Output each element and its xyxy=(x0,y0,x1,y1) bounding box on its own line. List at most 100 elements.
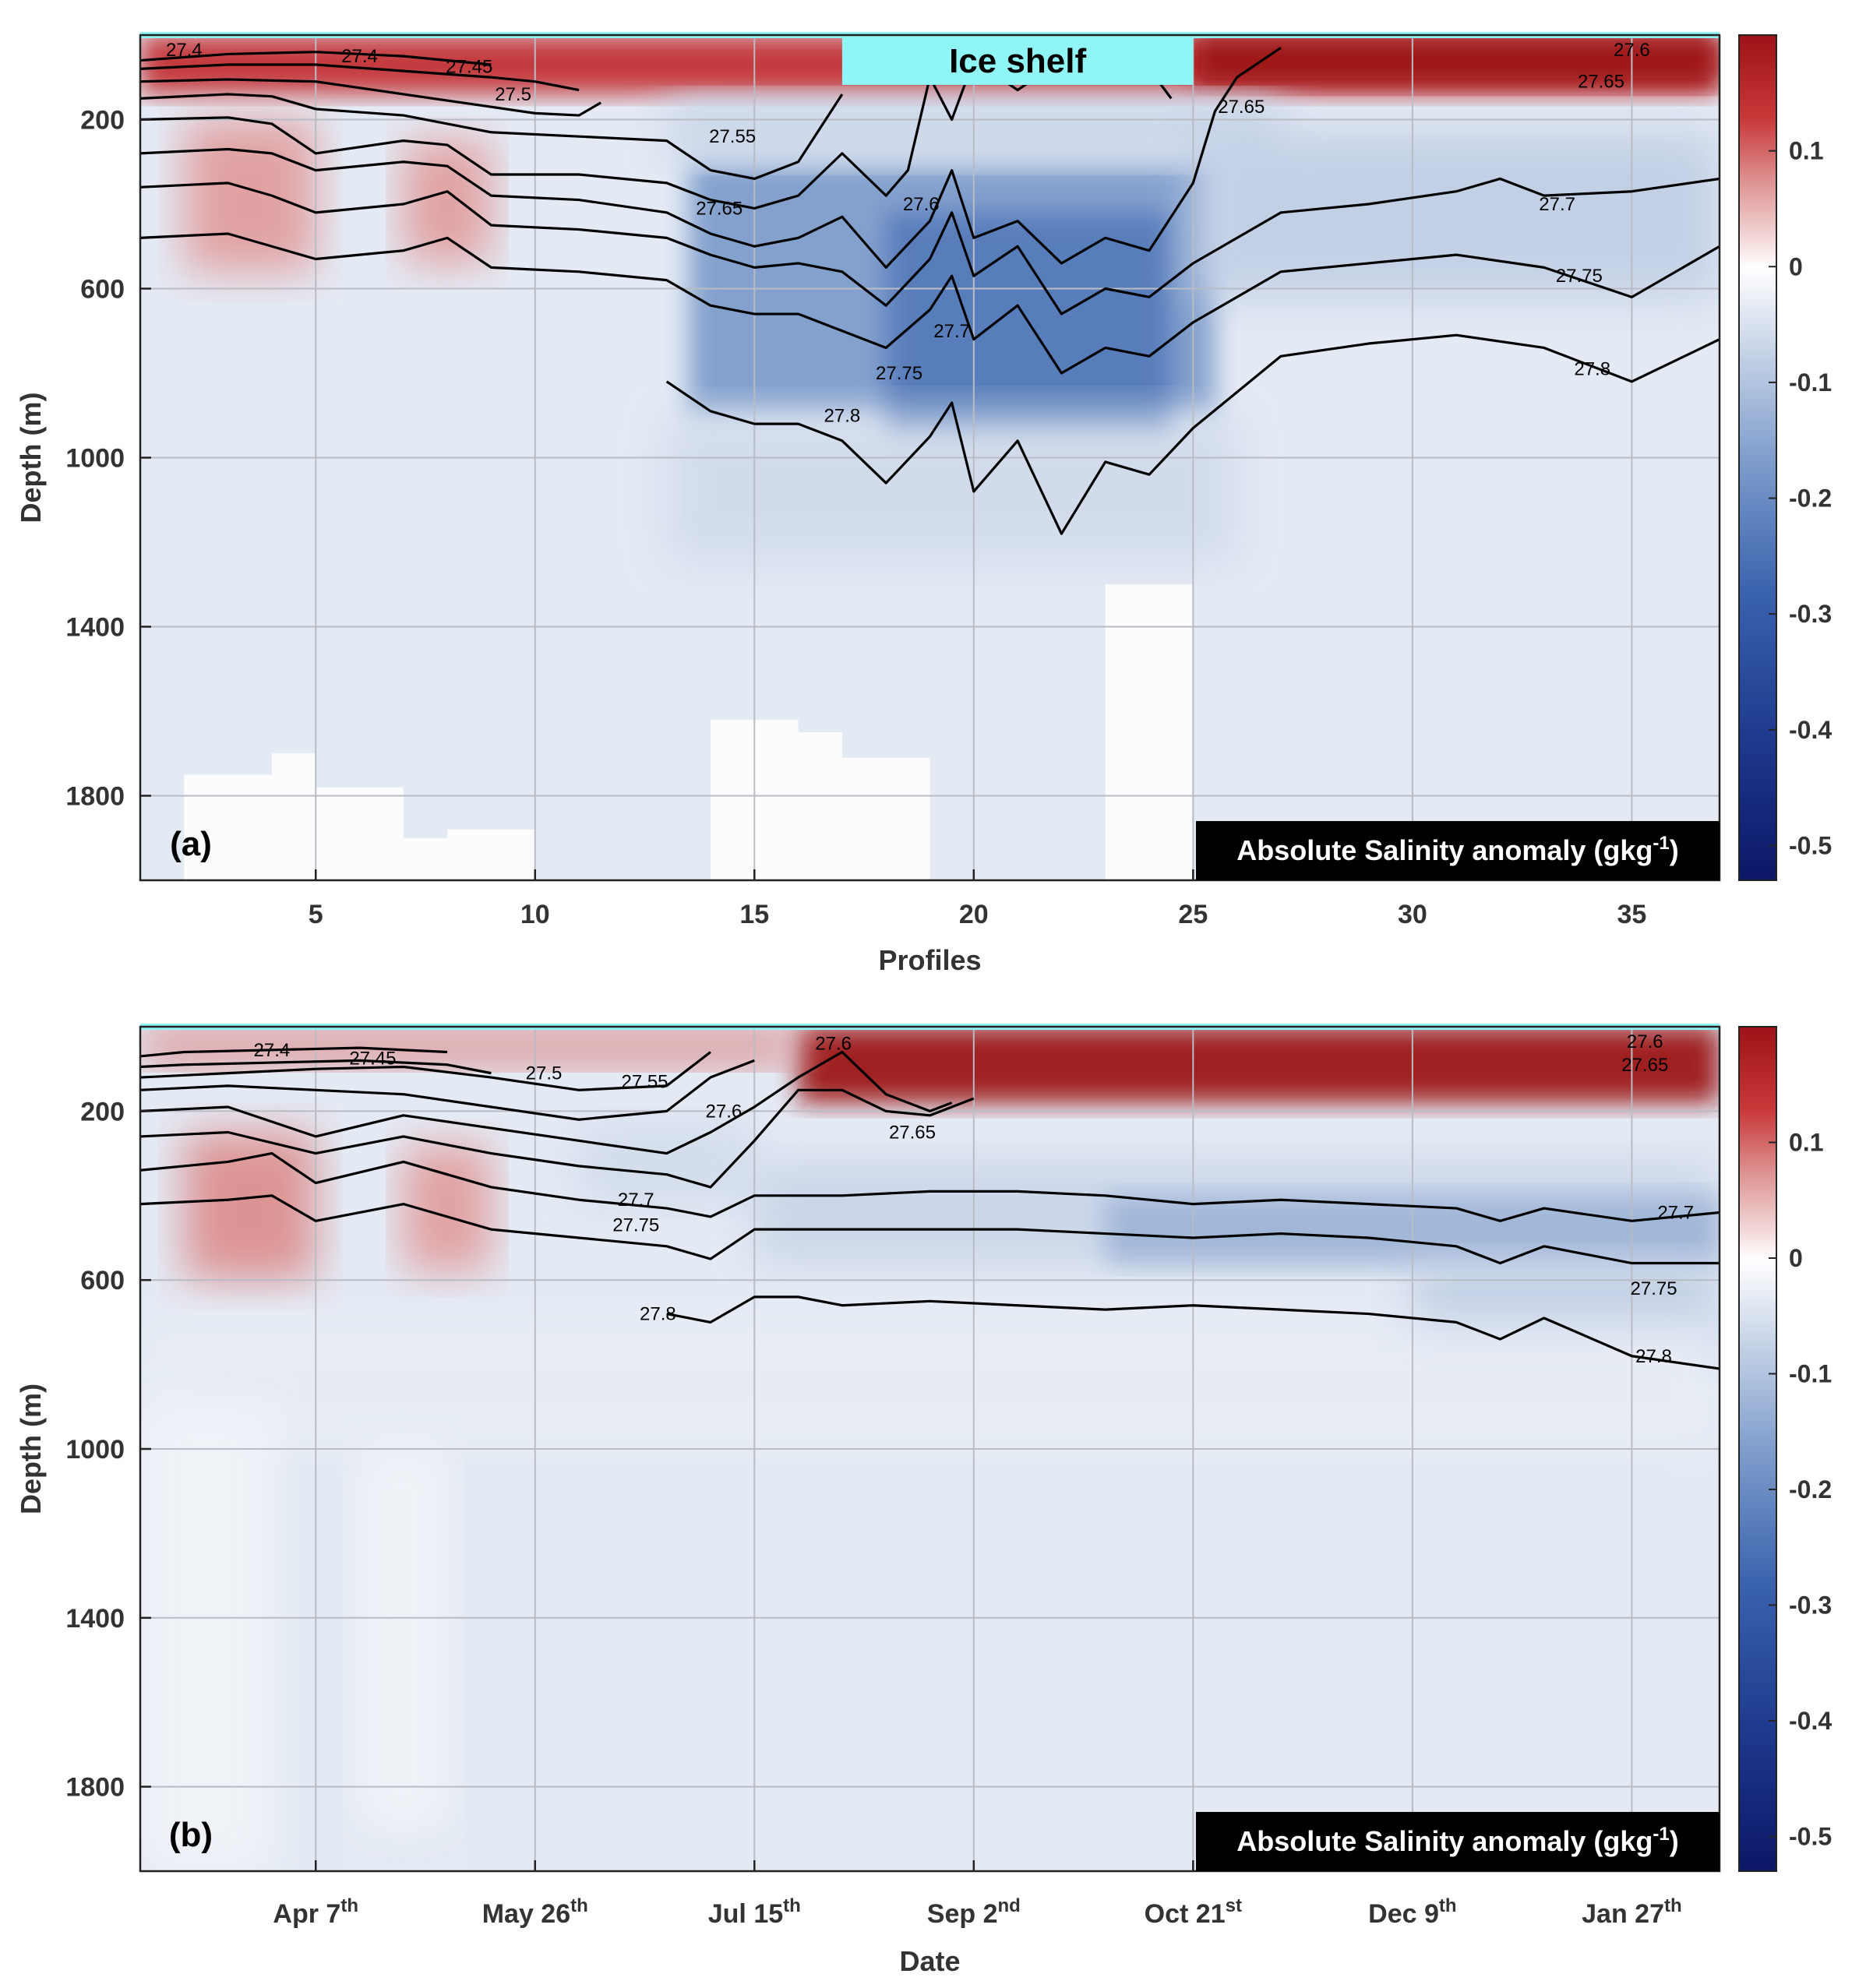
contour-label: 27.65 xyxy=(1218,97,1265,118)
contour-line-27-55 xyxy=(140,93,844,181)
colorbar-tick-label: -0.5 xyxy=(1789,831,1832,859)
contour-label: 27.6 xyxy=(1614,40,1650,61)
contour-label: 27.8 xyxy=(640,1304,676,1325)
y-tick-label: 1000 xyxy=(65,1435,125,1465)
anomaly-patch xyxy=(1193,132,1720,298)
x-tick-sup: nd xyxy=(998,1895,1021,1916)
x-tick-label: May 26th xyxy=(482,1895,588,1929)
contour-label: 27.65 xyxy=(1621,1055,1668,1076)
x-tick-label: 25 xyxy=(1178,900,1208,929)
y-tick-label: 1400 xyxy=(65,613,125,643)
colorbar-tick-label: 0 xyxy=(1789,252,1803,280)
contour-labels: 27.4 27.45 27.5 27.55 27.6 27.6 27.65 27.7 27.75… xyxy=(254,1031,1694,1367)
anomaly-patch xyxy=(140,1322,1720,1449)
x-tick-label: 30 xyxy=(1398,900,1427,929)
x-tick-label: Apr 7th xyxy=(273,1895,358,1929)
anomaly-patch xyxy=(798,1027,1720,1103)
y-tick-label: 600 xyxy=(80,275,125,305)
contour-line-27-65 xyxy=(140,1088,975,1189)
contour-label: 27.65 xyxy=(1578,72,1624,93)
contour-label: 27.75 xyxy=(1631,1278,1677,1299)
contour-line-27-5 xyxy=(140,78,602,117)
x-axis-label: Date xyxy=(899,1945,960,1977)
colorbar-tick-label: -0.1 xyxy=(1789,368,1832,397)
contour-label: 27.7 xyxy=(618,1190,654,1211)
no-data-region xyxy=(184,774,272,880)
colorbar-tick-label: -0.2 xyxy=(1789,485,1832,513)
anomaly-patch xyxy=(140,1406,272,1871)
colorbar-tick-label: -0.2 xyxy=(1789,1475,1832,1503)
colorbar-title-main: Absolute Salinity anomaly (gkg xyxy=(1236,834,1653,866)
anomaly-patch xyxy=(579,1123,755,1204)
contour-line-27-7 xyxy=(140,1151,1720,1222)
x-tick-sup: th xyxy=(1664,1895,1682,1916)
contour-line-27-45 xyxy=(140,63,580,92)
x-tick-label: 10 xyxy=(520,900,550,929)
panel-label: (a) xyxy=(170,825,212,863)
contour-line-27-8 xyxy=(665,333,1720,535)
colorbar-title-box xyxy=(1196,821,1720,880)
contour-label: 27.6 xyxy=(1627,1031,1663,1052)
anomaly-patch xyxy=(403,140,492,263)
colorbar-tick-labels: 0.1 0 -0.1 -0.2 -0.3 -0.4 -0.5 xyxy=(1789,1128,1832,1850)
contour-label: 27.8 xyxy=(1574,359,1610,380)
y-tick-label: 200 xyxy=(80,1097,125,1126)
x-tick-sup: th xyxy=(783,1895,801,1916)
y-tick-label: 1000 xyxy=(65,444,125,474)
contour-label: 27.4 xyxy=(341,46,378,67)
x-tick-main: Apr 7 xyxy=(273,1899,340,1929)
colorbar-tick-label: -0.3 xyxy=(1789,600,1832,628)
contour-label: 27.45 xyxy=(446,57,492,78)
contour-line-27-75 xyxy=(140,232,1720,375)
x-tick-label: Jan 27th xyxy=(1582,1895,1682,1929)
contour-label: 27.7 xyxy=(1539,194,1575,215)
contour-label: 27.4 xyxy=(254,1040,291,1061)
contour-line-27-4 xyxy=(140,51,492,66)
anomaly-patch xyxy=(359,1449,448,1829)
contour-label: 27.55 xyxy=(709,126,756,147)
anomaly-patch xyxy=(140,1027,799,1065)
contour-line-27-4 xyxy=(140,1046,448,1058)
x-tick-label: Oct 21st xyxy=(1145,1895,1242,1929)
x-tick-label: 15 xyxy=(739,900,769,929)
colorbar-title: Absolute Salinity anomaly (gkg-1) xyxy=(1236,833,1678,866)
x-tick-main: Oct 21 xyxy=(1145,1899,1226,1929)
contour-line-27-75 xyxy=(140,1194,1720,1265)
panel-b: 27.4 27.45 27.5 27.55 27.6 27.6 27.65 27.7 27.75… xyxy=(15,1024,1832,1977)
x-tick-sup: th xyxy=(1439,1895,1457,1916)
anomaly-patch xyxy=(184,119,316,272)
colorbar-title-box xyxy=(1196,1812,1720,1871)
colorbar-tick-label: -0.1 xyxy=(1789,1359,1832,1387)
y-tick-label: 200 xyxy=(80,106,125,136)
x-tick-sup: th xyxy=(570,1895,588,1916)
ice-shelf-label: Ice shelf xyxy=(949,42,1086,80)
x-tick-main: May 26 xyxy=(482,1899,570,1929)
colorbar-title-end: ) xyxy=(1670,834,1679,866)
no-data-region xyxy=(447,829,535,880)
contour-label: 27.65 xyxy=(889,1123,936,1144)
x-tick-main: Jul 15 xyxy=(708,1899,783,1929)
y-tick-label: 1800 xyxy=(65,1773,125,1803)
x-tick-labels: 5 10 15 20 25 30 35 xyxy=(309,900,1647,929)
colorbar xyxy=(1738,1026,1777,1872)
contour-label: 27.75 xyxy=(1556,266,1603,287)
no-data-region xyxy=(1105,584,1194,880)
contour-label: 27.6 xyxy=(815,1034,852,1055)
x-tick-label: 5 xyxy=(309,900,323,929)
x-tick-sup: st xyxy=(1226,1895,1242,1916)
x-tick-sup: th xyxy=(340,1895,358,1916)
contour-line-27-7 xyxy=(140,177,1720,315)
contour-label: 27.7 xyxy=(933,321,970,342)
gridlines xyxy=(140,35,1720,880)
colorbar-tick-label: -0.4 xyxy=(1789,1707,1832,1735)
contour-label: 27.6 xyxy=(903,194,940,215)
x-tick-label: 35 xyxy=(1617,900,1646,929)
y-tick-label: 600 xyxy=(80,1266,125,1295)
x-tick-labels: Apr 7th May 26th Jul 15th Sep 2nd Oct 21st De… xyxy=(273,1895,1681,1929)
x-tick-main: Sep 2 xyxy=(927,1899,998,1929)
x-axis-label: Profiles xyxy=(878,944,981,976)
contour-label: 27.8 xyxy=(824,405,861,426)
contour-label: 27.65 xyxy=(696,198,743,219)
